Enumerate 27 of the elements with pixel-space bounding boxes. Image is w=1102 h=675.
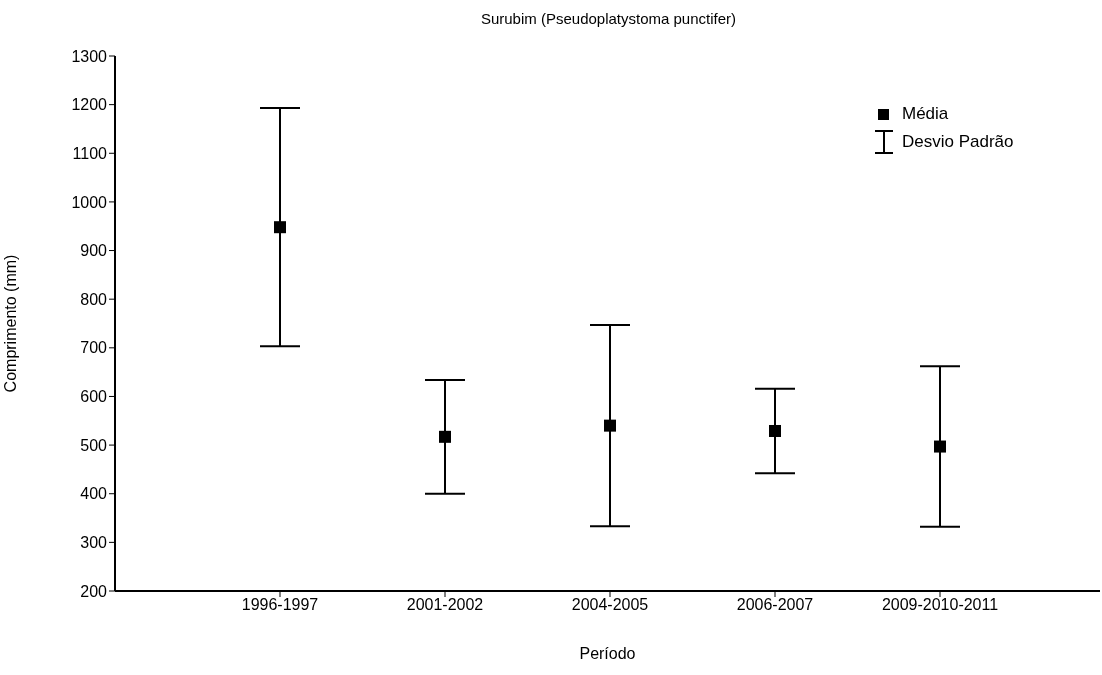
x-tick-label: 2004-2005 — [571, 596, 649, 614]
y-tick-label: 1100 — [72, 144, 108, 162]
y-tick-label: 400 — [80, 485, 108, 503]
point — [439, 430, 451, 443]
y-axis-title: Comprimento (mm) — [1, 254, 19, 393]
y-tick-label: 500 — [80, 436, 108, 454]
y-tick-label: 700 — [80, 339, 108, 357]
legend-label: Média — [902, 104, 949, 124]
x-tick-label: 1996-1997 — [241, 596, 319, 614]
point — [769, 424, 781, 437]
y-tick-label: 1300 — [71, 47, 108, 65]
point — [934, 440, 946, 453]
y-tick-label: 300 — [80, 534, 108, 552]
point — [274, 221, 286, 234]
x-tick-label: 2001-2002 — [406, 596, 484, 614]
y-tick-label: 1200 — [71, 96, 108, 114]
chart-title: Surubim (Pseudoplatystoma punctifer) — [479, 10, 738, 27]
y-tick-label: 800 — [80, 290, 108, 308]
point — [604, 419, 616, 432]
y-tick-label: 900 — [80, 242, 108, 260]
y-tick-label: 600 — [80, 388, 108, 406]
annotation: Desvio Padrão — [902, 132, 1014, 152]
x-tick-label: 2009-2010-2011 — [881, 596, 999, 614]
x-tick-label: 2006-2007 — [736, 596, 814, 614]
x-axis-title: Período — [579, 645, 636, 662]
y-tick-label: 200 — [80, 582, 108, 600]
y-tick-label: 1000 — [71, 193, 108, 211]
